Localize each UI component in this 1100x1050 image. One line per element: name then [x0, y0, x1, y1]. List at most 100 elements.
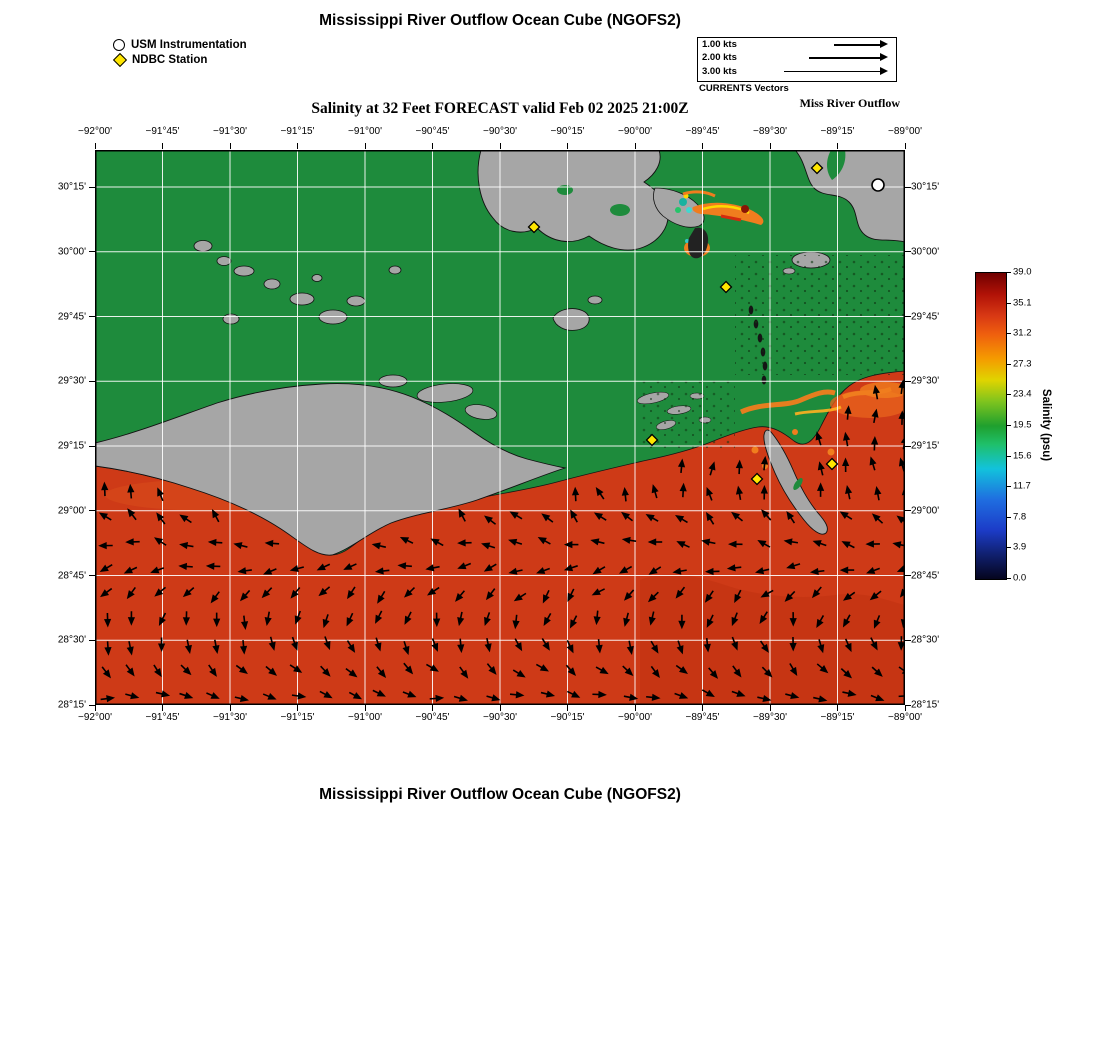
current-arrow — [429, 694, 445, 703]
current-arrow — [486, 694, 501, 702]
current-arrow — [646, 693, 661, 701]
current-arrow — [873, 615, 881, 629]
current-arrow — [789, 663, 798, 676]
station-markers — [527, 161, 885, 486]
map-plot-area — [94, 149, 914, 706]
current-arrow — [322, 614, 330, 629]
x-axis-tick-label: −91°30' — [213, 712, 247, 723]
current-arrow — [289, 564, 304, 572]
current-arrow — [371, 542, 387, 550]
vector-arrow-line — [784, 70, 880, 72]
current-arrow — [592, 566, 606, 575]
current-arrow — [676, 541, 690, 548]
current-arrow — [843, 431, 851, 447]
vector-legend-row: 2.00 kts — [698, 52, 896, 65]
colorbar-tick-label: 27.3 — [1013, 358, 1032, 370]
current-arrow — [98, 512, 112, 521]
axis-tick — [634, 705, 636, 711]
current-arrow — [621, 486, 629, 502]
current-arrow — [234, 694, 249, 702]
current-arrow — [103, 612, 112, 628]
current-arrow — [458, 508, 466, 522]
current-arrow — [708, 667, 719, 679]
land-polygon-north — [477, 149, 669, 251]
current-arrow — [674, 692, 689, 699]
axis-tick — [904, 143, 906, 149]
current-arrow — [514, 638, 523, 652]
current-arrow — [481, 542, 496, 550]
y-axis-tick-label: 28°30' — [911, 634, 940, 646]
vector-arrow-line — [834, 44, 880, 46]
current-arrow — [541, 638, 550, 651]
y-axis-tick-label: 29°00' — [57, 505, 86, 517]
current-arrow — [648, 611, 656, 626]
current-arrow — [127, 611, 136, 626]
current-arrow — [676, 640, 684, 655]
current-arrow — [708, 461, 716, 476]
current-arrow — [540, 690, 556, 698]
current-arrow — [869, 590, 882, 601]
current-arrow — [563, 564, 578, 572]
current-arrow — [731, 690, 746, 697]
axis-tick — [905, 575, 911, 576]
current-arrow — [483, 563, 497, 572]
land-peninsula — [416, 383, 474, 403]
current-arrow — [728, 540, 743, 548]
axis-tick — [567, 705, 568, 711]
current-arrow — [870, 637, 878, 651]
current-arrow — [621, 511, 634, 522]
axis-tick — [297, 143, 298, 149]
axis-tick — [89, 186, 95, 188]
ndbc-station-marker — [645, 433, 659, 447]
current-arrow — [372, 689, 386, 697]
salinity-map — [94, 149, 914, 706]
current-arrow — [732, 665, 742, 678]
current-arrow — [154, 537, 167, 546]
colorbar-tick — [1006, 455, 1011, 457]
current-arrow — [675, 664, 688, 674]
current-arrow — [210, 591, 220, 604]
axis-tick — [499, 143, 501, 149]
current-arrow — [211, 509, 220, 523]
y-axis-tick-label: 28°45' — [911, 570, 940, 581]
current-arrow — [268, 636, 276, 651]
region-label: Miss River Outflow — [799, 96, 900, 110]
x-axis-tick-label: −89°15' — [820, 712, 855, 723]
axis-tick — [162, 143, 163, 149]
current-arrow — [320, 665, 331, 677]
current-arrow — [865, 540, 880, 548]
x-axis-tick-label: −91°00' — [348, 712, 382, 723]
current-arrow — [235, 664, 248, 675]
colorbar-tick-label: 23.4 — [1013, 388, 1032, 400]
current-arrow — [755, 567, 770, 575]
current-arrow — [402, 690, 417, 698]
current-arrow — [704, 590, 714, 603]
x-axis-tick-label: −91°45' — [145, 126, 180, 137]
vector-speed-label: 1.00 kts — [702, 39, 737, 50]
current-arrow — [509, 691, 525, 699]
x-axis-tick-label: −89°45' — [685, 126, 720, 137]
colorbar-tick — [1006, 363, 1011, 365]
axis-tick — [162, 705, 163, 711]
axis-tick — [89, 445, 95, 447]
current-arrow — [817, 461, 825, 476]
axis-tick — [229, 143, 231, 149]
axis-tick — [89, 380, 95, 382]
current-arrow — [508, 538, 523, 546]
ndbc-label: NDBC Station — [132, 53, 208, 66]
colorbar-tick — [1006, 302, 1011, 304]
marker-legend: USM Instrumentation NDBC Station — [112, 37, 247, 67]
current-arrow — [399, 536, 414, 544]
marsh-speckle — [735, 255, 905, 375]
current-arrow — [101, 481, 109, 497]
y-axis-tick-label: 28°30' — [57, 634, 86, 646]
x-axis-tick-label: −90°00' — [618, 712, 652, 723]
axis-tick — [89, 510, 95, 512]
usm-circle-icon — [113, 38, 125, 51]
y-axis-tick-label: 29°15' — [57, 440, 86, 452]
current-arrow — [816, 482, 825, 497]
current-arrow — [735, 459, 743, 475]
y-axis-tick-label: 29°15' — [911, 440, 940, 452]
current-arrow — [178, 562, 193, 571]
current-arrow — [512, 669, 526, 678]
